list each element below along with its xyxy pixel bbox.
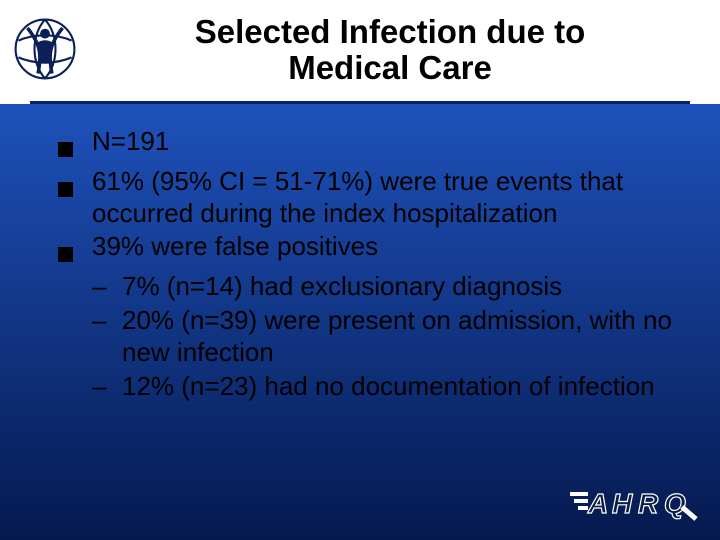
square-bullet-icon bbox=[58, 166, 92, 204]
bullet-text: 61% (95% CI = 51-71%) were true events t… bbox=[92, 166, 680, 229]
bullet-level-2: – 7% (n=14) had exclusionary diagnosis bbox=[92, 271, 680, 303]
dash-bullet-icon: – bbox=[92, 271, 122, 302]
svg-text:Q: Q bbox=[664, 488, 686, 519]
slide-body: N=191 61% (95% CI = 51-71%) were true ev… bbox=[0, 104, 720, 402]
bullet-level-2: – 12% (n=23) had no documentation of inf… bbox=[92, 371, 680, 403]
dash-bullet-icon: – bbox=[92, 305, 122, 336]
ahrq-logo: A H R Q bbox=[570, 483, 700, 526]
bullet-text: N=191 bbox=[92, 126, 680, 158]
bullet-level-2: – 20% (n=39) were present on admission, … bbox=[92, 305, 680, 368]
svg-text:H: H bbox=[612, 488, 633, 519]
title-underline bbox=[30, 101, 690, 104]
bullet-text: 7% (n=14) had exclusionary diagnosis bbox=[122, 271, 680, 303]
bullet-level-1: N=191 bbox=[58, 126, 680, 164]
slide: Selected Infection due to Medical Care N… bbox=[0, 0, 720, 540]
dash-bullet-icon: – bbox=[92, 371, 122, 402]
bullet-text: 12% (n=23) had no documentation of infec… bbox=[122, 371, 680, 403]
square-bullet-icon bbox=[58, 231, 92, 269]
svg-text:A: A bbox=[587, 488, 608, 519]
title-line-2: Medical Care bbox=[288, 49, 492, 86]
bullet-text: 20% (n=39) were present on admission, wi… bbox=[122, 305, 680, 368]
slide-header: Selected Infection due to Medical Care bbox=[0, 0, 720, 104]
hhs-logo bbox=[10, 8, 90, 89]
bullet-text: 39% were false positives bbox=[92, 231, 680, 263]
bullet-level-1: 61% (95% CI = 51-71%) were true events t… bbox=[58, 166, 680, 229]
title-line-1: Selected Infection due to bbox=[195, 13, 586, 50]
slide-title: Selected Infection due to Medical Care bbox=[90, 8, 690, 87]
square-bullet-icon bbox=[58, 126, 92, 164]
svg-text:R: R bbox=[638, 488, 659, 519]
bullet-level-1: 39% were false positives bbox=[58, 231, 680, 269]
